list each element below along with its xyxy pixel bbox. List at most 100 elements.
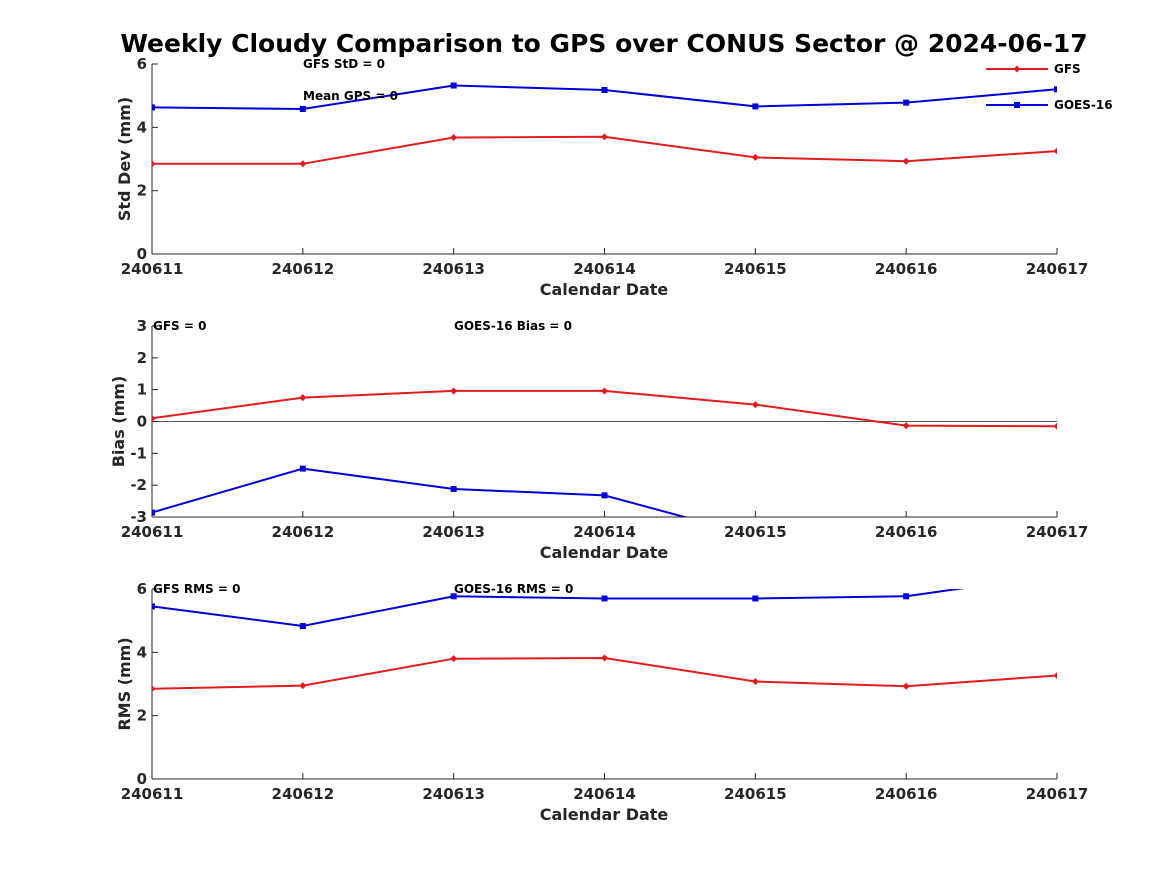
- bias-x-ticks: 240611 240612 240613 240614 240615 240616 2406…: [121, 511, 1089, 541]
- bias-y-tick-label: 0: [137, 413, 147, 431]
- bias-point-goes-16: [299, 465, 306, 472]
- std-dev-series-gfs: [152, 133, 1057, 168]
- rms-x-tick-label: 240611: [121, 785, 184, 803]
- legend: GFS GOES-16: [986, 62, 1113, 112]
- legend-entry-goes-16: GOES-16: [986, 98, 1113, 112]
- std-dev-series-goes-16: [152, 82, 1057, 112]
- std-dev-point-gfs: [601, 133, 608, 141]
- std-dev-y-tick-label: 2: [137, 182, 147, 200]
- std-dev-y-tick-label: 4: [137, 118, 147, 136]
- figure-title: Weekly Cloudy Comparison to GPS over CON…: [120, 29, 1087, 58]
- bias-y-tick-label: -2: [130, 476, 147, 494]
- rms-annotation-gfs: GFS RMS = 0: [153, 582, 240, 596]
- rms-x-tick-label: 240616: [875, 785, 938, 803]
- bias-series: [152, 387, 1057, 517]
- std-dev-annotation-mean-gps: Mean GPS = 0: [303, 89, 398, 103]
- rms-point-gfs: [601, 654, 608, 662]
- rms-x-tick-label: 240617: [1026, 785, 1089, 803]
- std-dev-point-gfs: [450, 133, 458, 141]
- rms-x-ticks: 240611 240612 240613 240614 240615 240616 2406…: [121, 773, 1089, 803]
- rms-y-tick-label: 6: [137, 580, 147, 598]
- rms-point-goes-16: [752, 595, 759, 602]
- std-dev-point-goes-16: [299, 105, 306, 112]
- rms-point-gfs: [902, 682, 910, 690]
- std-dev-point-goes-16: [752, 103, 759, 110]
- std-dev-x-tick-label: 240614: [573, 260, 636, 278]
- std-dev-point-gfs: [751, 153, 759, 161]
- rms-point-gfs: [152, 685, 156, 693]
- bias-annotation-gfs: GFS = 0: [153, 319, 206, 333]
- bias-x-tick-label: 240615: [724, 523, 787, 541]
- bias-x-tick-label: 240616: [875, 523, 938, 541]
- bias-y-ticks: -3 -2 -1 0 1 2 3: [130, 317, 158, 526]
- rms-x-tick-label: 240615: [724, 785, 787, 803]
- rms-y-tick-label: 2: [137, 707, 147, 725]
- rms-point-goes-16: [152, 603, 155, 610]
- legend-marker-gfs: [1013, 65, 1021, 73]
- panel-rms: 240611 240612 240613 240614 240615 240616 2406…: [115, 580, 1089, 824]
- bias-point-goes-16: [601, 492, 608, 499]
- bias-y-tick-label: -3: [130, 508, 147, 526]
- bias-x-tick-label: 240617: [1026, 523, 1089, 541]
- bias-point-gfs: [299, 394, 307, 402]
- std-dev-x-tick-label: 240616: [875, 260, 938, 278]
- rms-series-gfs: [152, 654, 1057, 693]
- std-dev-y-tick-label: 6: [137, 55, 147, 73]
- bias-y-tick-label: 3: [137, 317, 147, 335]
- bias-series-goes-16: [152, 465, 689, 517]
- bias-point-gfs: [152, 414, 156, 422]
- std-dev-x-tick-label: 240612: [272, 260, 335, 278]
- rms-x-tick-label: 240614: [573, 785, 636, 803]
- std-dev-x-tick-label: 240617: [1026, 260, 1089, 278]
- rms-x-axis-label: Calendar Date: [540, 805, 669, 824]
- bias-line-gfs: [152, 389, 1057, 428]
- bias-point-gfs: [902, 422, 910, 430]
- std-dev-y-axis-label: Std Dev (mm): [115, 97, 134, 221]
- std-dev-x-tick-label: 240615: [724, 260, 787, 278]
- rms-series-goes-16: [152, 589, 965, 630]
- legend-marker-goes-16: [1014, 102, 1020, 108]
- std-dev-x-ticks: 240611 240612 240613 240614 240615 240616 2406…: [121, 248, 1089, 278]
- bias-x-tick-label: 240614: [573, 523, 636, 541]
- std-dev-x-tick-label: 240611: [121, 260, 184, 278]
- bias-axes: [151, 326, 1057, 518]
- rms-point-gfs: [299, 682, 307, 690]
- bias-point-gfs: [601, 387, 608, 395]
- bias-x-tick-label: 240612: [272, 523, 335, 541]
- std-dev-point-goes-16: [903, 99, 910, 106]
- bias-point-goes-16: [450, 485, 457, 492]
- legend-label-gfs: GFS: [1054, 62, 1081, 76]
- std-dev-y-tick-label: 0: [137, 245, 147, 263]
- bias-x-tick-label: 240611: [121, 523, 184, 541]
- std-dev-series: [152, 82, 1057, 168]
- bias-series-gfs: [152, 387, 1057, 430]
- legend-entry-gfs: GFS: [986, 62, 1081, 76]
- rms-x-tick-label: 240612: [272, 785, 335, 803]
- rms-line-gfs: [152, 656, 1057, 690]
- bias-x-axis-label: Calendar Date: [540, 543, 669, 562]
- bias-point-gfs: [450, 387, 458, 395]
- bias-y-tick-label: -1: [130, 444, 147, 462]
- std-dev-point-gfs: [902, 157, 910, 165]
- std-dev-point-goes-16: [152, 104, 155, 111]
- rms-y-tick-label: 4: [137, 643, 147, 661]
- rms-x-tick-label: 240613: [422, 785, 485, 803]
- rms-point-goes-16: [450, 593, 457, 600]
- bias-point-gfs: [1053, 422, 1057, 430]
- std-dev-point-gfs: [299, 160, 307, 168]
- std-dev-point-goes-16: [450, 82, 457, 89]
- panel-std-dev: 240611 240612 240613 240614 240615 240616 2406…: [115, 55, 1113, 299]
- bias-y-tick-label: 2: [137, 349, 147, 367]
- rms-point-gfs: [751, 677, 759, 685]
- std-dev-point-goes-16: [601, 86, 608, 93]
- rms-y-axis-label: RMS (mm): [115, 637, 134, 730]
- bias-y-axis-label: Bias (mm): [109, 376, 128, 468]
- rms-annotation-goes-16: GOES-16 RMS = 0: [454, 582, 573, 596]
- rms-point-goes-16: [299, 623, 306, 630]
- rms-point-gfs: [450, 655, 458, 663]
- bias-y-tick-label: 1: [137, 381, 147, 399]
- panel-bias: 240611 240612 240613 240614 240615 240616 2406…: [109, 317, 1088, 562]
- rms-series: [152, 589, 1057, 693]
- rms-point-goes-16: [601, 595, 608, 602]
